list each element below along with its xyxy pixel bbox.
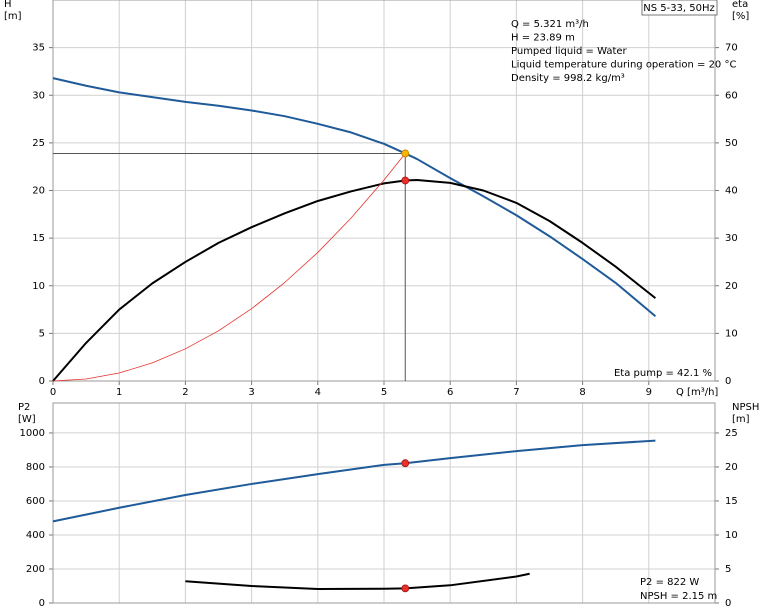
y2-axis-label: NPSH [732,402,759,413]
y-axis-label: P2 [18,402,30,413]
y-tick-label: 0 [39,598,45,609]
y2-tick-label: 10 [725,328,738,339]
y-tick-label: 800 [26,462,45,473]
x-tick-label: 2 [182,387,188,398]
eta-note: Eta pump = 42.1 % [614,368,712,379]
y-axis-label: [W] [18,414,36,425]
y-tick-label: 10 [32,281,45,292]
operating-point [401,584,410,593]
y2-tick-label: 5 [725,564,731,575]
x-axis-label: Q [m³/h] [676,387,718,398]
info-line: H = 23.89 m [511,33,575,44]
y-tick-label: 0 [39,376,45,387]
curve [52,77,657,317]
x-tick-label: 9 [646,387,652,398]
plot-frame [52,0,716,382]
curve [52,179,657,382]
y2-axis-label: [m] [732,414,750,425]
y-tick-label: 200 [26,564,45,575]
y2-tick-label: 10 [725,530,738,541]
y2-tick-label: 15 [725,496,738,507]
operating-point [401,176,410,185]
result-line: P2 = 822 W [640,577,699,588]
x-tick-label: 0 [50,387,56,398]
curve [185,572,530,591]
y-axis-label: [m] [4,11,22,22]
operating-point [401,459,410,468]
curve [52,439,656,523]
y-tick-label: 35 [32,43,45,54]
y-tick-label: 600 [26,496,45,507]
y2-tick-label: 0 [725,598,731,609]
x-tick-label: 8 [579,387,585,398]
x-tick-label: 5 [381,387,387,398]
plot-frame [52,402,716,604]
y2-tick-label: 20 [725,462,738,473]
y-tick-label: 15 [32,233,45,244]
x-tick-label: 6 [447,387,453,398]
y-tick-label: 20 [32,186,45,197]
info-line: Q = 5.321 m³/h [511,19,589,30]
y-tick-label: 30 [32,90,45,101]
y2-tick-label: 50 [725,138,738,149]
chart-title: NS 5-33, 50Hz [643,3,715,14]
y2-tick-label: 70 [725,43,738,54]
y2-tick-label: 20 [725,281,738,292]
y2-axis-label: [%] [732,11,749,22]
y-tick-label: 400 [26,530,45,541]
info-line: Density = 998.2 kg/m³ [511,73,625,84]
y-tick-label: 1000 [20,428,45,439]
y2-tick-label: 30 [725,233,738,244]
y2-tick-label: 40 [725,186,738,197]
x-tick-label: 1 [116,387,122,398]
y-tick-label: 25 [32,138,45,149]
x-tick-label: 3 [248,387,254,398]
x-tick-label: 7 [513,387,519,398]
y2-axis-label: eta [732,0,748,10]
curve [52,153,406,382]
title-box [641,0,718,16]
info-line: Liquid temperature during operation = 20… [511,60,736,71]
y-tick-label: 5 [39,328,45,339]
info-line: Pumped liquid = Water [511,46,628,57]
y-axis-label: H [4,0,12,10]
y2-tick-label: 0 [725,376,731,387]
y2-tick-label: 25 [725,428,738,439]
operating-point [401,149,410,158]
y2-tick-label: 60 [725,90,738,101]
x-tick-label: 4 [315,387,321,398]
result-line: NPSH = 2.15 m [640,591,717,602]
